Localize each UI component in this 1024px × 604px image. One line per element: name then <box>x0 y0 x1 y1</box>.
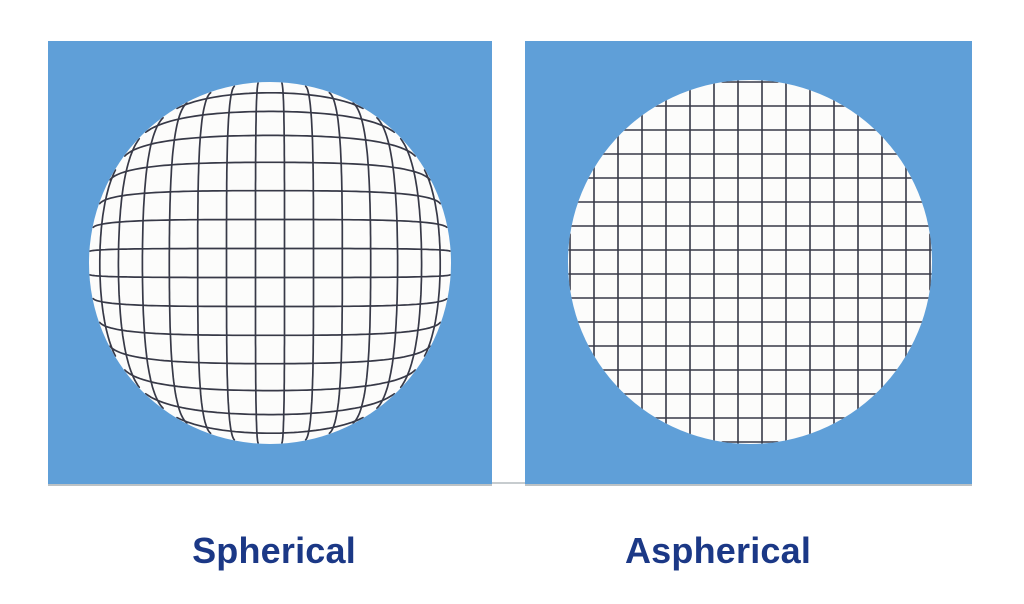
aspherical-lens-grid <box>525 41 972 484</box>
grid-lines <box>89 82 451 444</box>
panel-aspherical <box>525 41 972 484</box>
spherical-label: Spherical <box>192 530 356 571</box>
aspherical-label: Aspherical <box>624 530 812 571</box>
lens-circle <box>568 80 932 444</box>
lens-circle <box>89 82 451 444</box>
baseline-shadow <box>48 482 972 484</box>
panel-spherical <box>48 41 492 484</box>
spherical-lens-grid <box>48 41 492 484</box>
grid-lines <box>568 80 932 444</box>
